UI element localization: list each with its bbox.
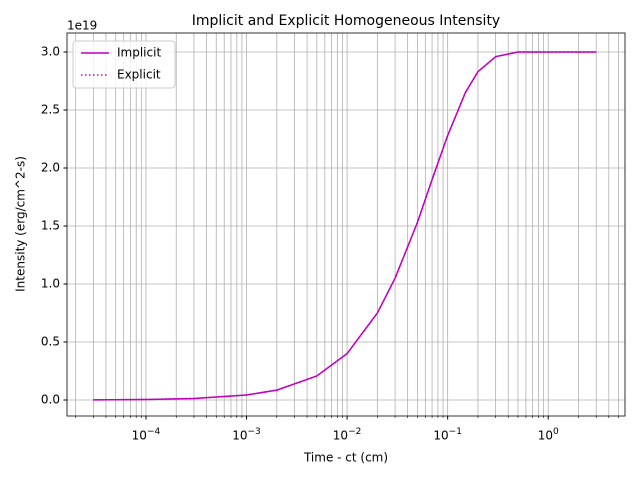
y-tick-label: 2.0	[41, 161, 60, 175]
y-tick-label: 3.0	[41, 45, 60, 59]
y-tick-label: 1.0	[41, 277, 60, 291]
grid	[67, 33, 625, 416]
y-tick-label: 0.0	[41, 392, 60, 406]
plot-frame	[66, 32, 626, 417]
x-tick-label: 10−1	[433, 427, 462, 443]
legend-label: Implicit	[117, 46, 161, 60]
x-tick-label: 100	[538, 427, 559, 443]
y-offset-label: 1e19	[67, 19, 97, 33]
y-axis-label: Intensity (erg/cm^2-s)	[14, 156, 28, 292]
legend-label: Explicit	[117, 68, 161, 82]
x-axis-label: Time - ct (cm)	[303, 451, 388, 465]
series-line	[93, 51, 597, 401]
chart-title: Implicit and Explicit Homogeneous Intens…	[192, 13, 500, 29]
y-tick-label: 0.5	[41, 334, 60, 348]
x-tick-label: 10−4	[132, 427, 161, 443]
x-tick-label: 10−2	[333, 427, 362, 443]
x-tick-label: 10−3	[232, 427, 261, 443]
y-tick-label: 1.5	[41, 219, 60, 233]
y-tick-label: 2.5	[41, 103, 60, 117]
